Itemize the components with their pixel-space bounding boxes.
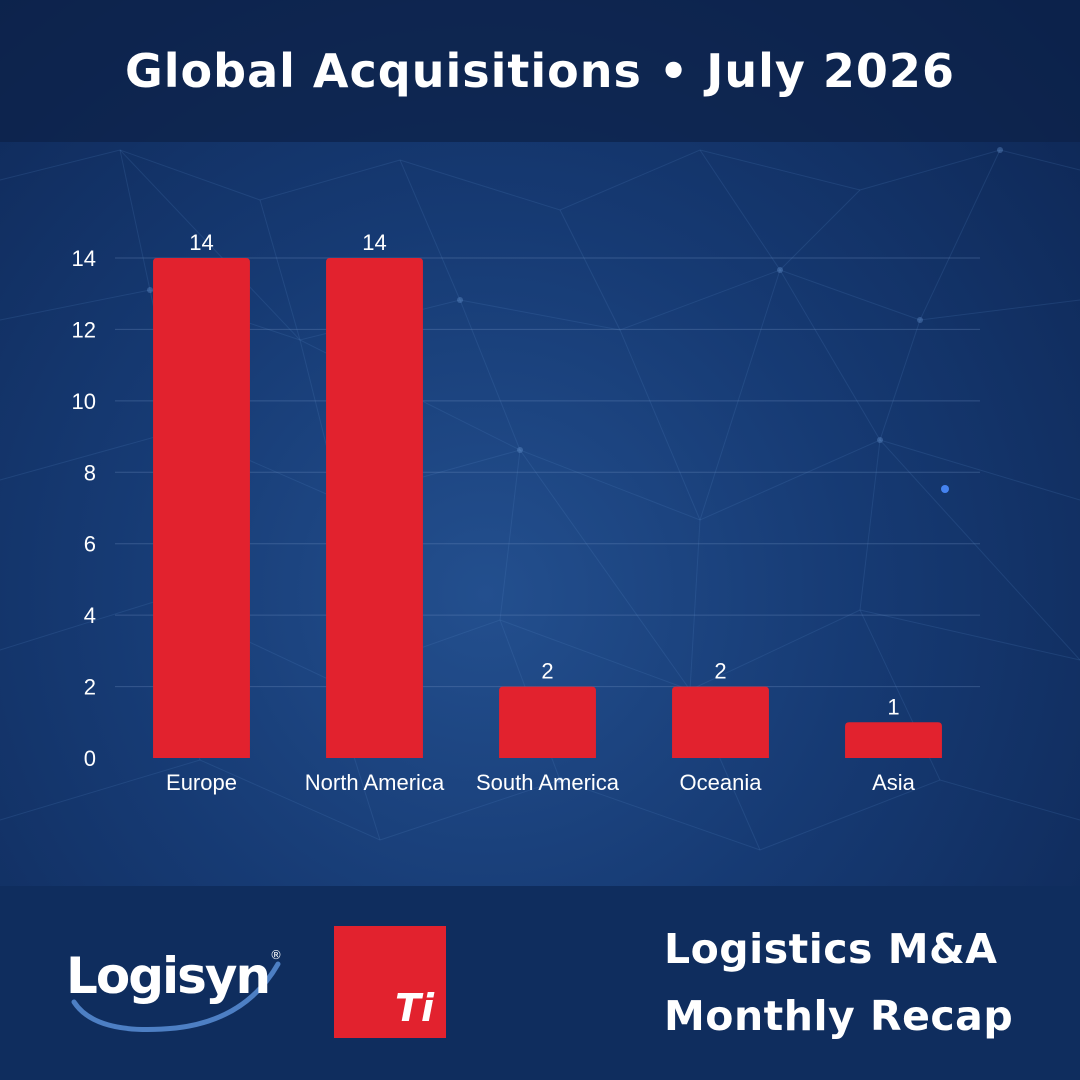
x-tick-label: North America <box>305 770 445 795</box>
bar <box>499 686 596 758</box>
x-tick-label: South America <box>476 770 620 795</box>
y-tick-label: 12 <box>72 317 96 342</box>
y-tick-label: 8 <box>84 460 96 485</box>
ti-logo: Ti <box>334 926 446 1038</box>
bar <box>326 258 423 758</box>
footer-title: Logistics M&A Monthly Recap <box>664 916 1013 1050</box>
data-label: 14 <box>189 230 213 255</box>
page-title: Global Acquisitions • July 2026 <box>125 44 955 98</box>
data-label: 2 <box>714 659 726 684</box>
data-label: 1 <box>887 694 899 719</box>
y-tick-label: 14 <box>72 246 96 271</box>
bar <box>672 686 769 758</box>
bar <box>845 722 942 758</box>
y-tick-label: 4 <box>84 603 96 628</box>
logo-wordmark: Logisyn <box>66 947 271 1005</box>
header-band: Global Acquisitions • July 2026 <box>0 0 1080 142</box>
logisyn-logo: Logisyn ® <box>56 924 296 1034</box>
footer-band: Logisyn ® Ti Logistics M&A Monthly Recap <box>0 886 1080 1080</box>
x-tick-label: Asia <box>872 770 916 795</box>
y-tick-label: 6 <box>84 532 96 557</box>
x-tick-label: Oceania <box>680 770 763 795</box>
bar <box>153 258 250 758</box>
y-tick-label: 0 <box>84 746 96 771</box>
logo-swoosh-icon <box>71 961 281 1033</box>
y-tick-label: 10 <box>72 389 96 414</box>
data-label: 14 <box>362 230 386 255</box>
footer-title-line-1: Logistics M&A <box>664 925 998 973</box>
footer-title-line-2: Monthly Recap <box>664 992 1014 1040</box>
data-label: 2 <box>541 659 553 684</box>
registered-mark: ® <box>270 948 282 962</box>
ti-logo-text: Ti <box>395 986 434 1030</box>
y-tick-label: 2 <box>84 675 96 700</box>
x-tick-label: Europe <box>166 770 237 795</box>
